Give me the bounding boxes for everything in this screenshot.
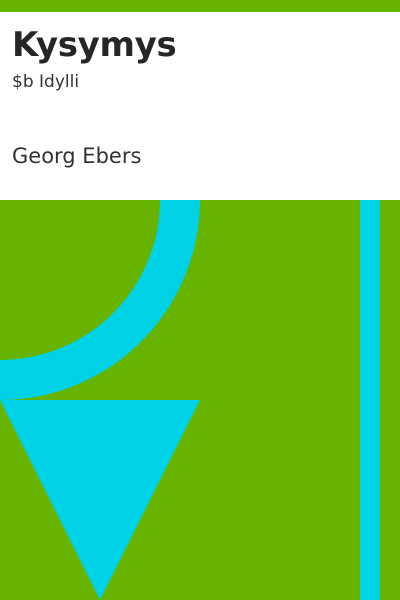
title-panel: Kysymys $b Idylli Georg Ebers (0, 12, 400, 200)
top-color-strip (0, 0, 400, 12)
cover-artwork (0, 200, 400, 600)
quarter-circle-arc (0, 200, 200, 400)
book-title: Kysymys (12, 25, 177, 65)
downward-triangle (0, 400, 200, 600)
book-author: Georg Ebers (12, 144, 142, 168)
book-subtitle: $b Idylli (12, 72, 80, 92)
vertical-stripe (360, 200, 380, 600)
